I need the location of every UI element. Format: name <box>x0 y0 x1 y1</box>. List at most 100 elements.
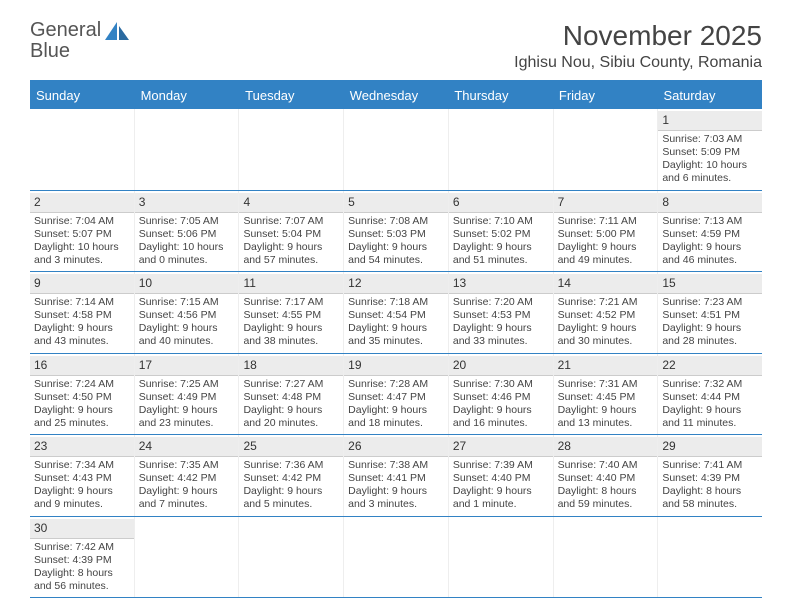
daylight2-text: and 40 minutes. <box>139 335 235 348</box>
day-number: 28 <box>554 437 658 457</box>
empty-cell <box>239 109 344 190</box>
day-header-row: SundayMondayTuesdayWednesdayThursdayFrid… <box>30 82 762 109</box>
daylight2-text: and 56 minutes. <box>34 580 130 593</box>
sunrise-text: Sunrise: 7:32 AM <box>662 378 758 391</box>
day-header-cell: Tuesday <box>239 82 344 109</box>
daylight2-text: and 46 minutes. <box>662 254 758 267</box>
sunrise-text: Sunrise: 7:28 AM <box>348 378 444 391</box>
sunset-text: Sunset: 4:50 PM <box>34 391 130 404</box>
logo: General Blue <box>30 20 131 62</box>
day-cell: 6Sunrise: 7:10 AMSunset: 5:02 PMDaylight… <box>449 191 554 272</box>
daylight1-text: Daylight: 9 hours <box>453 404 549 417</box>
day-number: 21 <box>554 356 658 376</box>
sunrise-text: Sunrise: 7:20 AM <box>453 296 549 309</box>
day-cell: 19Sunrise: 7:28 AMSunset: 4:47 PMDayligh… <box>344 354 449 435</box>
sunrise-text: Sunrise: 7:35 AM <box>139 459 235 472</box>
sunset-text: Sunset: 4:41 PM <box>348 472 444 485</box>
daylight1-text: Daylight: 9 hours <box>453 485 549 498</box>
sunset-text: Sunset: 4:40 PM <box>558 472 654 485</box>
daylight2-text: and 28 minutes. <box>662 335 758 348</box>
daylight1-text: Daylight: 9 hours <box>243 322 339 335</box>
daylight1-text: Daylight: 9 hours <box>348 404 444 417</box>
daylight1-text: Daylight: 9 hours <box>34 322 130 335</box>
daylight1-text: Daylight: 9 hours <box>243 241 339 254</box>
sunset-text: Sunset: 4:54 PM <box>348 309 444 322</box>
sunset-text: Sunset: 4:48 PM <box>243 391 339 404</box>
day-number: 4 <box>239 193 343 213</box>
sunset-text: Sunset: 4:42 PM <box>139 472 235 485</box>
sunrise-text: Sunrise: 7:25 AM <box>139 378 235 391</box>
day-number: 14 <box>554 274 658 294</box>
daylight2-text: and 57 minutes. <box>243 254 339 267</box>
sunset-text: Sunset: 5:04 PM <box>243 228 339 241</box>
daylight1-text: Daylight: 10 hours <box>34 241 130 254</box>
sunrise-text: Sunrise: 7:40 AM <box>558 459 654 472</box>
empty-cell <box>554 109 659 190</box>
sunrise-text: Sunrise: 7:42 AM <box>34 541 130 554</box>
empty-cell <box>449 109 554 190</box>
daylight2-text: and 9 minutes. <box>34 498 130 511</box>
daylight2-text: and 7 minutes. <box>139 498 235 511</box>
sunrise-text: Sunrise: 7:41 AM <box>662 459 758 472</box>
sunrise-text: Sunrise: 7:24 AM <box>34 378 130 391</box>
daylight1-text: Daylight: 9 hours <box>139 404 235 417</box>
daylight1-text: Daylight: 9 hours <box>348 322 444 335</box>
sunrise-text: Sunrise: 7:27 AM <box>243 378 339 391</box>
day-number: 2 <box>30 193 134 213</box>
day-number: 8 <box>658 193 762 213</box>
daylight2-text: and 6 minutes. <box>662 172 758 185</box>
day-cell: 25Sunrise: 7:36 AMSunset: 4:42 PMDayligh… <box>239 435 344 516</box>
day-cell: 26Sunrise: 7:38 AMSunset: 4:41 PMDayligh… <box>344 435 449 516</box>
daylight2-text: and 13 minutes. <box>558 417 654 430</box>
daylight1-text: Daylight: 9 hours <box>558 241 654 254</box>
sunrise-text: Sunrise: 7:21 AM <box>558 296 654 309</box>
day-header-cell: Sunday <box>30 82 135 109</box>
sunset-text: Sunset: 4:49 PM <box>139 391 235 404</box>
week-row: 2Sunrise: 7:04 AMSunset: 5:07 PMDaylight… <box>30 191 762 273</box>
empty-cell <box>449 517 554 598</box>
day-cell: 29Sunrise: 7:41 AMSunset: 4:39 PMDayligh… <box>658 435 762 516</box>
daylight1-text: Daylight: 8 hours <box>662 485 758 498</box>
daylight1-text: Daylight: 9 hours <box>348 241 444 254</box>
daylight2-text: and 51 minutes. <box>453 254 549 267</box>
day-number: 17 <box>135 356 239 376</box>
sunrise-text: Sunrise: 7:13 AM <box>662 215 758 228</box>
day-number: 30 <box>30 519 134 539</box>
title-block: November 2025 Ighisu Nou, Sibiu County, … <box>514 20 762 72</box>
day-cell: 22Sunrise: 7:32 AMSunset: 4:44 PMDayligh… <box>658 354 762 435</box>
daylight2-text: and 20 minutes. <box>243 417 339 430</box>
daylight1-text: Daylight: 9 hours <box>662 322 758 335</box>
day-cell: 7Sunrise: 7:11 AMSunset: 5:00 PMDaylight… <box>554 191 659 272</box>
sunset-text: Sunset: 4:45 PM <box>558 391 654 404</box>
sunset-text: Sunset: 4:52 PM <box>558 309 654 322</box>
sunset-text: Sunset: 4:46 PM <box>453 391 549 404</box>
day-cell: 4 Sunrise: 7:07 AMSunset: 5:04 PMDaylight… <box>239 191 344 272</box>
daylight1-text: Daylight: 10 hours <box>139 241 235 254</box>
day-cell: 5Sunrise: 7:08 AMSunset: 5:03 PMDaylight… <box>344 191 449 272</box>
sunset-text: Sunset: 4:59 PM <box>662 228 758 241</box>
header: General Blue November 2025 Ighisu Nou, S… <box>30 20 762 72</box>
empty-cell <box>135 517 240 598</box>
sunrise-text: Sunrise: 7:14 AM <box>34 296 130 309</box>
day-number: 5 <box>344 193 448 213</box>
day-header-cell: Monday <box>135 82 240 109</box>
sunset-text: Sunset: 4:47 PM <box>348 391 444 404</box>
daylight2-text: and 11 minutes. <box>662 417 758 430</box>
daylight1-text: Daylight: 9 hours <box>139 485 235 498</box>
sunrise-text: Sunrise: 7:07 AM <box>243 215 339 228</box>
sunset-text: Sunset: 4:53 PM <box>453 309 549 322</box>
day-number: 1 <box>658 111 762 131</box>
day-cell: 16Sunrise: 7:24 AMSunset: 4:50 PMDayligh… <box>30 354 135 435</box>
day-cell: 3Sunrise: 7:05 AMSunset: 5:06 PMDaylight… <box>135 191 240 272</box>
day-cell: 14Sunrise: 7:21 AMSunset: 4:52 PMDayligh… <box>554 272 659 353</box>
day-header-cell: Thursday <box>448 82 553 109</box>
daylight2-text: and 23 minutes. <box>139 417 235 430</box>
daylight2-text: and 5 minutes. <box>243 498 339 511</box>
daylight2-text: and 18 minutes. <box>348 417 444 430</box>
day-header-cell: Friday <box>553 82 658 109</box>
day-number: 29 <box>658 437 762 457</box>
daylight1-text: Daylight: 9 hours <box>243 404 339 417</box>
sunset-text: Sunset: 4:42 PM <box>243 472 339 485</box>
sunrise-text: Sunrise: 7:34 AM <box>34 459 130 472</box>
sunrise-text: Sunrise: 7:04 AM <box>34 215 130 228</box>
